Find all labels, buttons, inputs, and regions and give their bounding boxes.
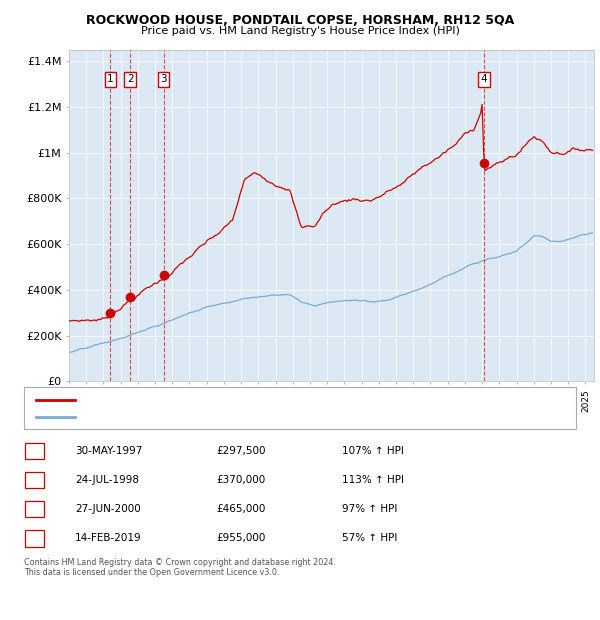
Text: 97% ↑ HPI: 97% ↑ HPI (342, 504, 397, 515)
Text: Price paid vs. HM Land Registry's House Price Index (HPI): Price paid vs. HM Land Registry's House … (140, 26, 460, 36)
Text: 24-JUL-1998: 24-JUL-1998 (75, 475, 139, 485)
Text: 107% ↑ HPI: 107% ↑ HPI (342, 446, 404, 456)
Text: £370,000: £370,000 (216, 475, 265, 485)
Text: 1: 1 (31, 446, 38, 456)
Text: 30-MAY-1997: 30-MAY-1997 (75, 446, 142, 456)
Text: 4: 4 (31, 533, 38, 544)
Text: £465,000: £465,000 (216, 504, 265, 515)
Text: 113% ↑ HPI: 113% ↑ HPI (342, 475, 404, 485)
Text: 3: 3 (31, 504, 38, 515)
Text: ROCKWOOD HOUSE, PONDTAIL COPSE, HORSHAM, RH12 5QA: ROCKWOOD HOUSE, PONDTAIL COPSE, HORSHAM,… (86, 14, 514, 27)
Text: 3: 3 (160, 74, 167, 84)
Text: 2: 2 (127, 74, 134, 84)
Text: HPI: Average price, detached house, Horsham: HPI: Average price, detached house, Hors… (82, 413, 283, 422)
Text: £955,000: £955,000 (216, 533, 265, 544)
Text: 57% ↑ HPI: 57% ↑ HPI (342, 533, 397, 544)
Text: £297,500: £297,500 (216, 446, 265, 456)
Text: Contains HM Land Registry data © Crown copyright and database right 2024.
This d: Contains HM Land Registry data © Crown c… (24, 558, 336, 577)
Text: ROCKWOOD HOUSE, PONDTAIL COPSE, HORSHAM, RH12 5QA (detached house): ROCKWOOD HOUSE, PONDTAIL COPSE, HORSHAM,… (82, 395, 432, 404)
Text: 14-FEB-2019: 14-FEB-2019 (75, 533, 142, 544)
Text: 4: 4 (481, 74, 487, 84)
Text: 2: 2 (31, 475, 38, 485)
Text: 1: 1 (107, 74, 114, 84)
Text: 27-JUN-2000: 27-JUN-2000 (75, 504, 141, 515)
